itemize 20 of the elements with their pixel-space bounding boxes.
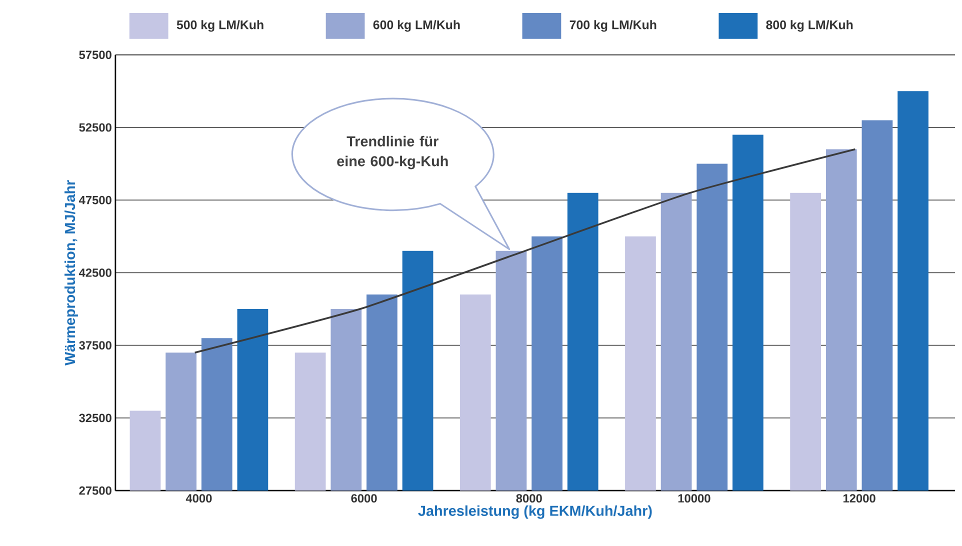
x-tick-label: 10000: [678, 494, 710, 502]
x-tick-label: 6000: [351, 494, 377, 502]
y-tick-label: 37500: [79, 340, 112, 350]
y-axis-title: Wärmeproduktion, MJ/Jahr: [64, 180, 78, 366]
legend-label: 500 kg LM/Kuh: [176, 20, 264, 32]
legend-label: 800 kg LM/Kuh: [766, 20, 853, 32]
y-tick-label: 27500: [79, 486, 112, 495]
legend-label: 700 kg LM/Kuh: [570, 20, 656, 32]
y-tick-label: 32500: [79, 414, 112, 422]
y-tick-label: 52500: [79, 123, 112, 132]
x-tick-label: 12000: [843, 494, 876, 502]
annotation: Trendlinie für eine 600-kg-Kuh: [337, 136, 448, 170]
x-axis-title: Jahresleistung (kg EKM/Kuh/Jahr): [418, 505, 652, 519]
legend-label: 600 kg LM/Kuh: [373, 20, 460, 32]
x-tick-label: 4000: [186, 494, 212, 502]
x-tick-label: 8000: [516, 494, 542, 502]
line-series: [194, 148, 856, 354]
y-tick-label: 47500: [78, 196, 112, 204]
y-tick-label: 42500: [78, 268, 112, 277]
y-tick-label: 57500: [79, 50, 112, 59]
